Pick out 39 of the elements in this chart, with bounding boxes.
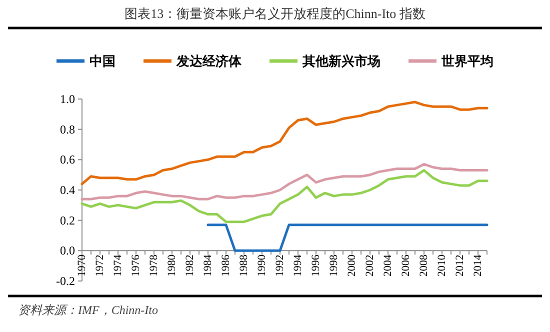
x-tick-label: 2008 [418,254,430,277]
chart-title: 图表13：衡量资本账户名义开放程度的Chinn-Ito 指数 [124,6,426,21]
x-tick-label: 1988 [238,254,250,277]
x-tick-label: 1996 [310,254,322,277]
x-tick-label: 1992 [274,254,286,277]
x-tick-label: 1998 [328,254,340,277]
x-tick-label: 1974 [112,254,124,277]
line-series [80,162,488,200]
legend-label: 世界平均 [440,54,494,68]
line-series [80,100,488,186]
x-tick-label: 2014 [472,254,484,277]
y-tick-label: 0.8 [60,122,75,136]
x-tick-label: 2000 [346,254,358,277]
x-tick-label: 2002 [364,254,376,277]
x-tick-label: 1984 [202,254,214,277]
text: 资料来源：IMF，Chinn-Ito [18,303,158,317]
y-tick-label: 0.0 [60,244,75,258]
y-tick-label: 0.2 [60,213,75,228]
y-tick-label: -0.2 [56,274,75,288]
x-tick-label: 1980 [166,254,178,277]
x-tick-label: 2012 [454,254,466,277]
x-tick-label: 1994 [292,254,304,277]
x-tick-label: 1990 [256,254,268,277]
y-tick-label: 0.6 [60,152,75,167]
x-tick-label: 1972 [94,254,106,277]
x-tick-label: 1982 [184,254,196,277]
x-tick-label: 2010 [436,254,448,277]
x-tick-label: 1976 [130,254,142,277]
y-tick-label: 0.4 [60,183,75,197]
x-tick-label: 2004 [382,254,394,277]
line-series [80,169,488,224]
x-tick-label: 1978 [148,254,160,277]
y-tick-label: 1.0 [60,92,75,106]
legend-label: 其他新兴市场 [302,54,380,68]
legend-label: 中国 [90,54,116,68]
x-tick-label: 2006 [400,254,412,277]
legend-label: 发达经济体 [176,54,242,68]
x-tick-label: 1986 [220,254,232,277]
x-tick-label: 1970 [76,254,88,277]
